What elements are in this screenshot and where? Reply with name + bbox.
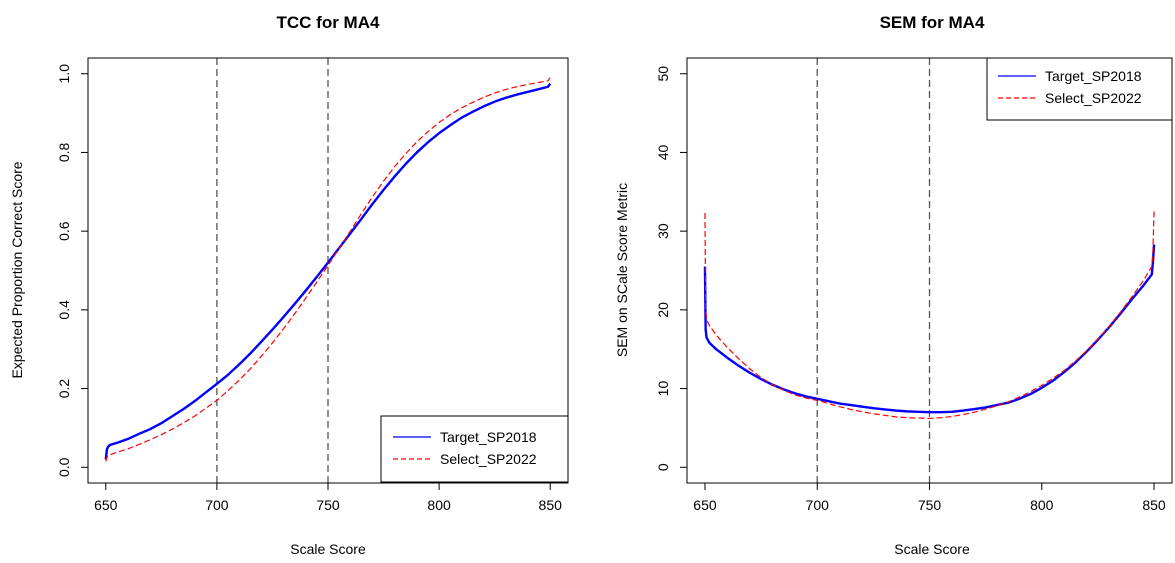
- tcc-x-tick-label-700: 700: [205, 497, 229, 513]
- tcc-series-line-target-sp2018: [104, 82, 552, 460]
- sem-y-tick-label-50: 50: [655, 66, 671, 82]
- sem-y-tick-label-30: 30: [655, 223, 671, 239]
- sem-y-tick-label-40: 40: [655, 144, 671, 160]
- tcc-y-tick-label-0-4: 0.4: [56, 300, 72, 320]
- tcc-y-axis: 0.0 0.2 0.4 0.6 0.8 1.0: [56, 64, 88, 477]
- tcc-legend-label-select: Select_SP2022: [440, 451, 537, 467]
- sem-y-tick-label-10: 10: [655, 381, 671, 397]
- sem-y-tick-label-20: 20: [655, 302, 671, 318]
- sem-x-axis: 650 700 750 800 850: [693, 482, 1166, 513]
- tcc-title: TCC for MA4: [277, 13, 380, 32]
- sem-y-axis-label: SEM on SCale Score Metric: [614, 183, 630, 357]
- sem-x-tick-label-850: 850: [1142, 497, 1166, 513]
- tcc-legend-box: [380, 415, 569, 483]
- sem-plot-clip-area: [703, 58, 1156, 483]
- tcc-x-axis-label: Scale Score: [290, 541, 366, 557]
- tcc-x-axis: 650 700 750 800 850: [94, 482, 563, 513]
- sem-series-line-select-sp2022: [704, 211, 1155, 420]
- tcc-y-tick-label-0-2: 0.2: [56, 379, 72, 399]
- sem-x-tick-label-800: 800: [1030, 497, 1054, 513]
- tcc-y-tick-label-0-8: 0.8: [56, 143, 72, 163]
- tcc-x-tick-label-800: 800: [427, 497, 451, 513]
- sem-legend-label-target: Target_SP2018: [1045, 68, 1142, 84]
- tcc-y-tick-label-0: 0.0: [56, 457, 72, 477]
- sem-y-axis: 0 10 20 30 40 50: [655, 66, 687, 471]
- tcc-x-tick-label-850: 850: [539, 497, 563, 513]
- sem-y-tick-label-0: 0: [655, 463, 671, 471]
- sem-x-tick-label-650: 650: [693, 497, 717, 513]
- sem-x-tick-label-700: 700: [806, 497, 830, 513]
- sem-legend-box: [986, 57, 1173, 121]
- tcc-panel: TCC for MA4 650 700 750 800 850 0.0 0.2 0.4 0.6…: [9, 13, 569, 557]
- sem-x-axis-label: Scale Score: [894, 541, 970, 557]
- sem-legend-label-select: Select_SP2022: [1045, 90, 1142, 106]
- sem-panel: SEM for MA4 650 700 750 800 850 01020304050 …: [614, 13, 1173, 557]
- tcc-plot-clip-area: [104, 58, 552, 483]
- sem-x-tick-label-750: 750: [918, 497, 942, 513]
- tcc-y-tick-label-1: 1.0: [56, 64, 72, 84]
- tcc-y-axis-label: Expected Proportion Correct Score: [9, 161, 25, 378]
- sem-legend: Target_SP2018 Select_SP2022: [986, 57, 1173, 121]
- tcc-series-line-select-sp2022: [105, 77, 551, 462]
- tcc-y-tick-label-0-6: 0.6: [56, 221, 72, 241]
- tcc-x-tick-label-750: 750: [316, 497, 340, 513]
- tcc-x-tick-label-650: 650: [94, 497, 118, 513]
- sem-title: SEM for MA4: [880, 13, 985, 32]
- tcc-legend: Target_SP2018 Select_SP2022: [380, 415, 569, 483]
- tcc-legend-label-target: Target_SP2018: [440, 429, 537, 445]
